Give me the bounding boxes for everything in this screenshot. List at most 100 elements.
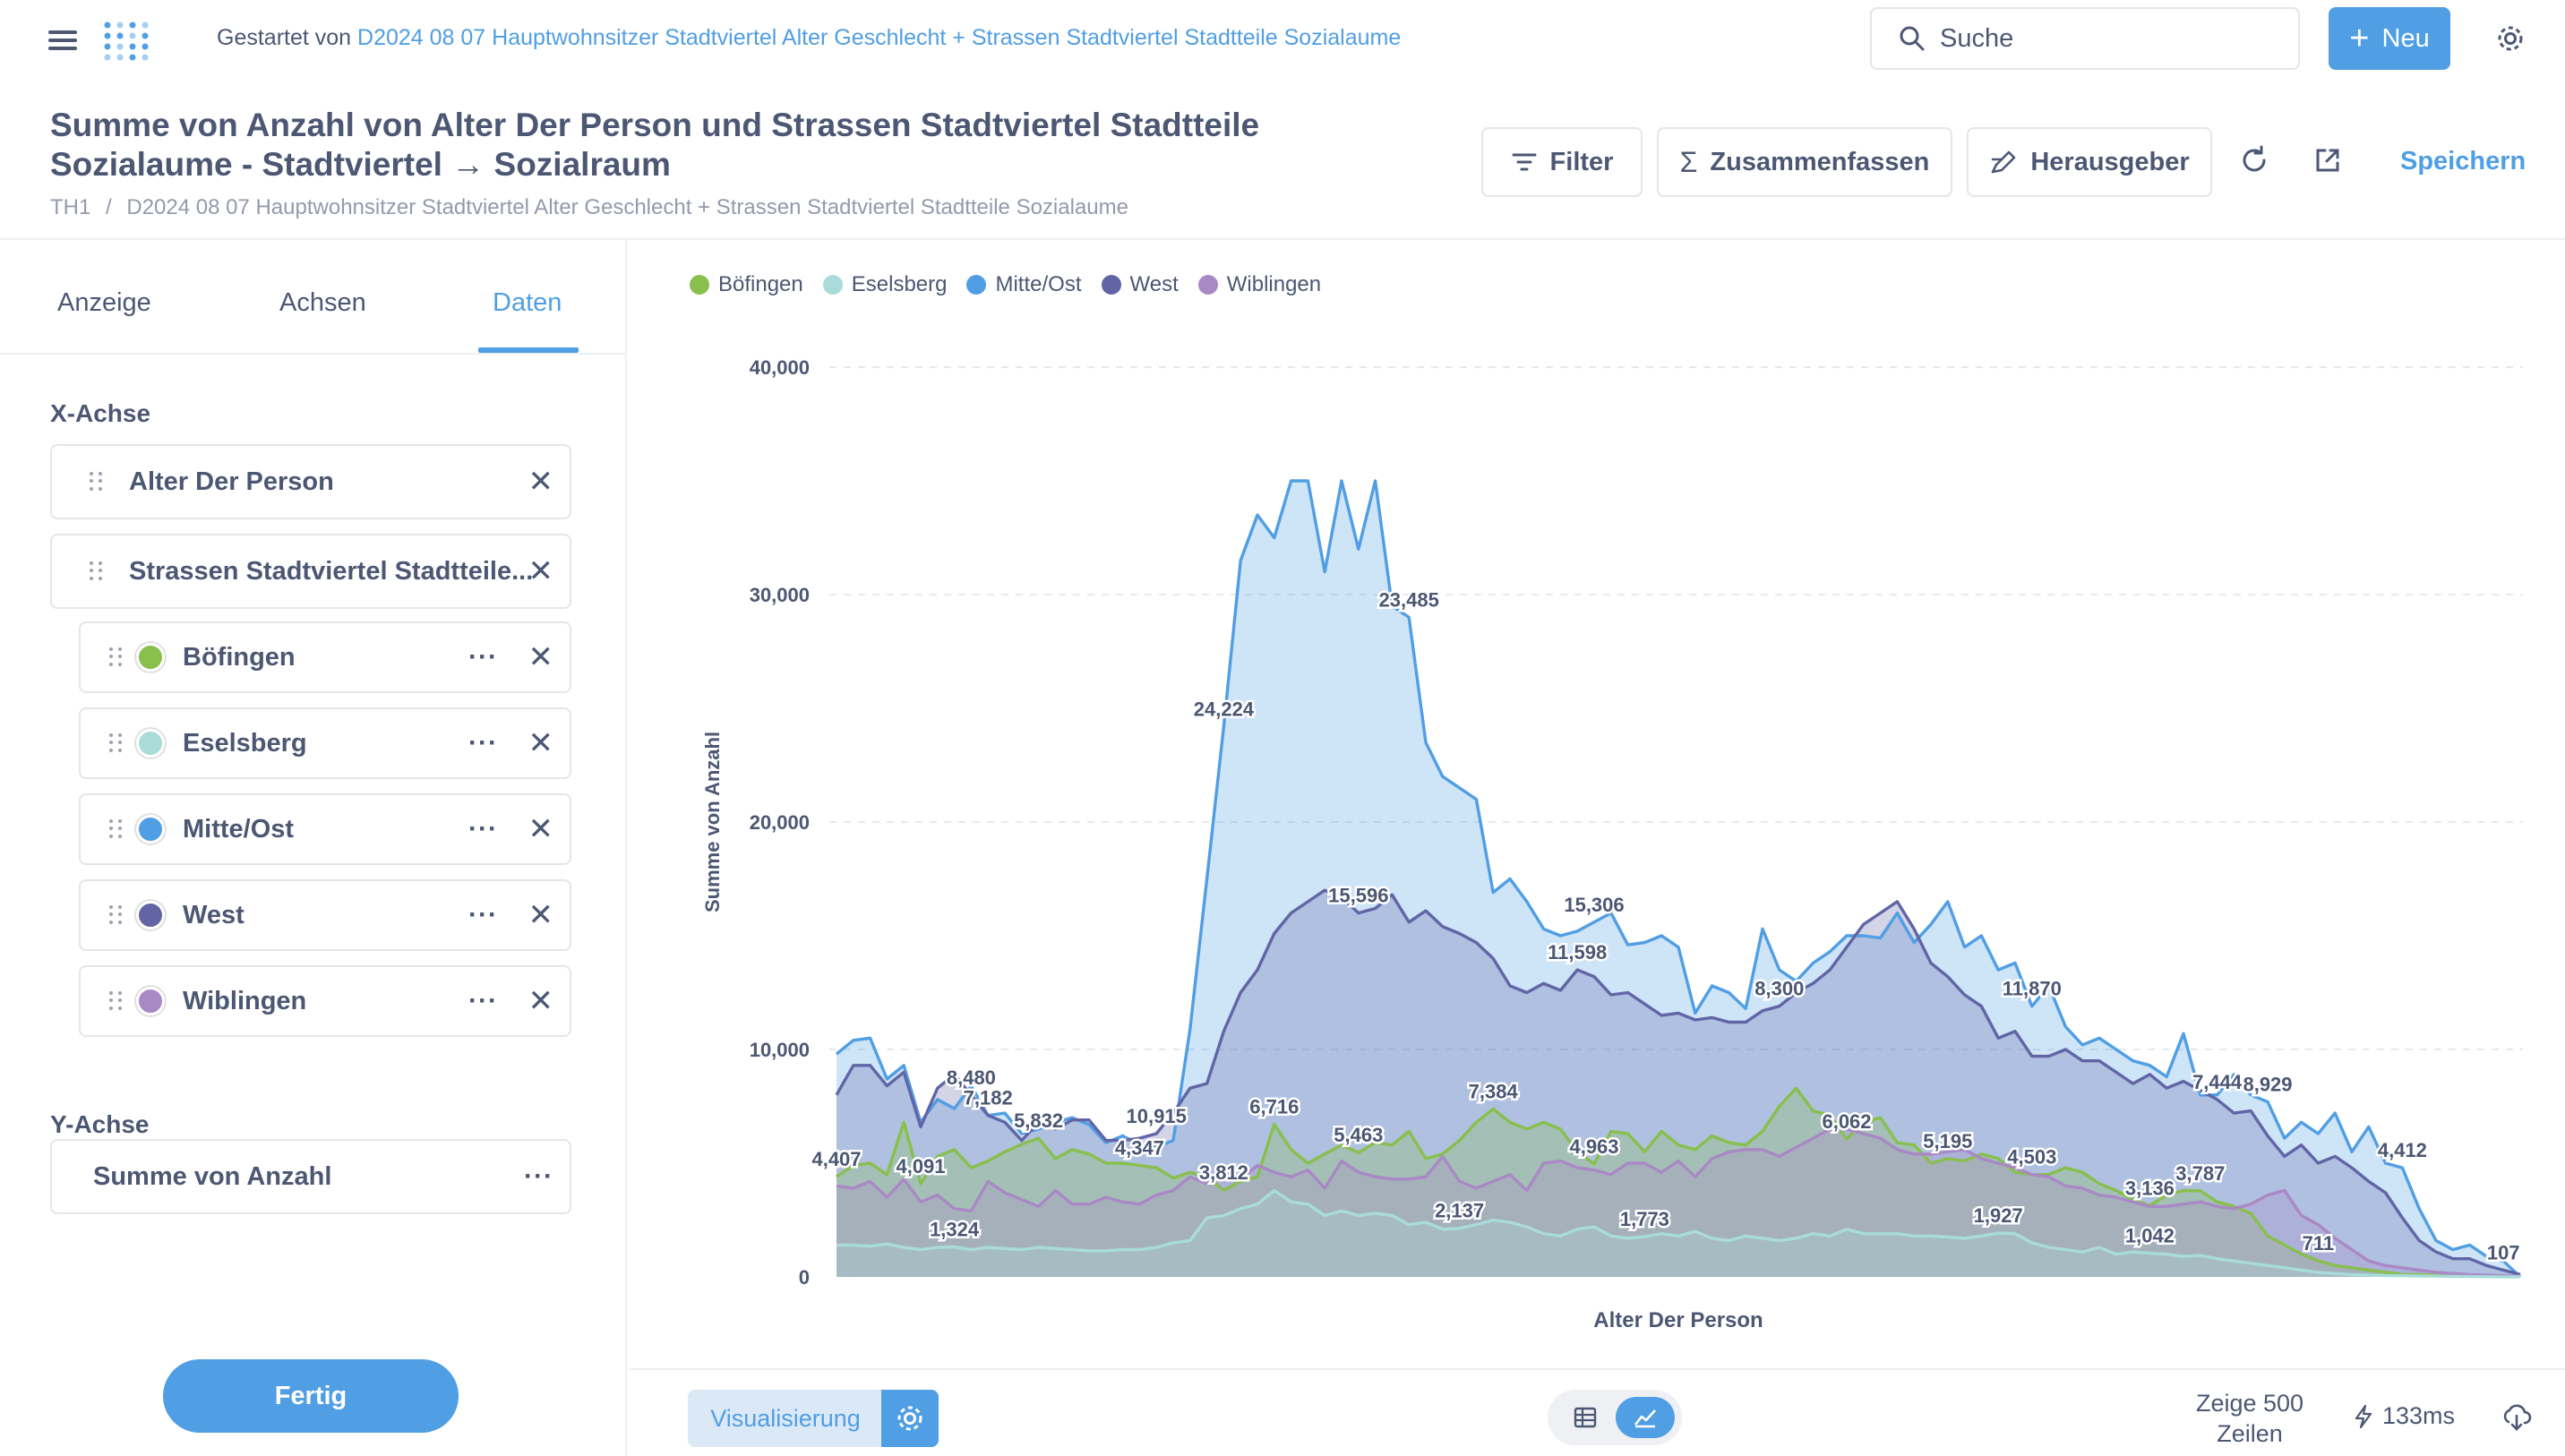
series-color-swatch[interactable] <box>136 729 165 758</box>
legend-label: Eselsberg <box>851 272 948 296</box>
series-item[interactable]: West ··· ✕ <box>79 879 571 951</box>
remove-icon[interactable]: ✕ <box>528 465 554 499</box>
data-label: 8,929 <box>2243 1073 2292 1095</box>
series-color-swatch[interactable] <box>136 987 165 1015</box>
data-label: 5,463 <box>1334 1124 1383 1146</box>
series-label: Eselsberg <box>183 728 307 758</box>
summarize-button[interactable]: Σ Zusammenfassen <box>1657 127 1952 197</box>
settings-gear-icon[interactable] <box>2495 23 2526 54</box>
series-item[interactable]: Böfingen ··· ✕ <box>79 621 571 693</box>
drag-handle-icon[interactable] <box>109 647 122 667</box>
download-icon[interactable] <box>2501 1402 2533 1433</box>
y-axis-label: Y-Achse <box>50 1110 150 1138</box>
more-options-icon[interactable]: ··· <box>468 900 498 929</box>
legend-label: West <box>1129 272 1179 296</box>
remove-icon[interactable]: ✕ <box>528 898 554 932</box>
new-button[interactable]: + Neu <box>2329 7 2450 70</box>
legend-item[interactable]: Mitte/Ost <box>966 272 1082 297</box>
legend-dot <box>966 275 987 295</box>
data-label: 4,412 <box>2378 1139 2427 1161</box>
active-tab-indicator <box>478 347 579 353</box>
tab-axes[interactable]: Achsen <box>279 288 366 317</box>
series-color-swatch[interactable] <box>136 815 165 844</box>
y-tick-label: 0 <box>799 1266 810 1289</box>
x-field-age-label: Alter Der Person <box>129 467 334 496</box>
drag-handle-icon[interactable] <box>109 819 122 839</box>
tab-data[interactable]: Daten <box>493 288 562 317</box>
data-label: 15,596 <box>1328 885 1388 907</box>
y-tick-label: 10,000 <box>750 1039 810 1061</box>
y-field-sum[interactable]: Summe von Anzahl ··· <box>50 1139 571 1214</box>
lightning-icon <box>2355 1404 2372 1428</box>
series-item[interactable]: Wiblingen ··· ✕ <box>79 965 571 1037</box>
query-timing: 133ms <box>2354 1402 2455 1430</box>
series-color-swatch[interactable] <box>136 643 165 672</box>
drag-handle-icon[interactable] <box>109 733 122 753</box>
search-input[interactable]: Suche <box>1870 7 2300 70</box>
view-toggle <box>1548 1390 1682 1445</box>
table-view-button[interactable] <box>1557 1397 1614 1438</box>
series-line <box>836 1127 2521 1278</box>
data-label: 3,136 <box>2125 1177 2175 1199</box>
more-options-icon[interactable]: ··· <box>524 1161 553 1191</box>
share-icon[interactable] <box>2312 145 2343 176</box>
legend-label: Wiblingen <box>1226 272 1322 296</box>
data-label: 4,963 <box>1569 1135 1618 1158</box>
started-source-link[interactable]: D2024 08 07 Hauptwohnsitzer Stadtviertel… <box>357 25 1402 50</box>
series-item[interactable]: Eselsberg ··· ✕ <box>79 707 571 779</box>
data-label: 7,384 <box>1469 1080 1519 1102</box>
filter-button[interactable]: Filter <box>1481 127 1643 197</box>
new-button-label: Neu <box>2381 23 2430 53</box>
series-label: West <box>183 900 244 929</box>
series-area <box>836 481 2520 1277</box>
series-label: Mitte/Ost <box>183 814 295 844</box>
x-field-age[interactable]: Alter Der Person ✕ <box>50 444 571 519</box>
series-area <box>836 1088 2520 1277</box>
remove-icon[interactable]: ✕ <box>528 726 554 760</box>
tab-display[interactable]: Anzeige <box>57 288 151 317</box>
drag-handle-icon[interactable] <box>90 561 102 581</box>
viz-settings-button[interactable] <box>881 1390 939 1447</box>
drag-handle-icon[interactable] <box>109 905 122 925</box>
breadcrumb-item[interactable]: D2024 08 07 Hauptwohnsitzer Stadtviertel… <box>126 195 1128 219</box>
breadcrumb-root[interactable]: TH1 <box>50 195 91 219</box>
visualization-button[interactable]: Visualisierung <box>688 1390 883 1447</box>
more-options-icon[interactable]: ··· <box>468 814 498 844</box>
remove-icon[interactable]: ✕ <box>528 812 554 846</box>
legend-item[interactable]: West <box>1101 272 1179 297</box>
data-label: 4,503 <box>2007 1146 2056 1169</box>
data-label: 15,306 <box>1564 894 1624 916</box>
plus-icon: + <box>2349 20 2370 57</box>
remove-icon[interactable]: ✕ <box>528 554 554 588</box>
drag-handle-icon[interactable] <box>109 991 122 1011</box>
data-label: 6,062 <box>1822 1110 1871 1133</box>
drag-handle-icon[interactable] <box>90 472 102 492</box>
legend-item[interactable]: Eselsberg <box>822 272 948 297</box>
data-label: 24,224 <box>1194 698 1255 720</box>
refresh-icon[interactable] <box>2239 145 2269 176</box>
data-label: 1,773 <box>1620 1208 1669 1230</box>
started-prefix: Gestartet von <box>217 25 352 50</box>
menu-icon[interactable] <box>48 27 77 54</box>
legend-dot <box>690 275 709 295</box>
remove-icon[interactable]: ✕ <box>528 640 554 674</box>
more-options-icon[interactable]: ··· <box>468 728 498 758</box>
logo-icon[interactable] <box>102 14 152 64</box>
more-options-icon[interactable]: ··· <box>468 986 498 1015</box>
chart-area: Böfingen Eselsberg Mitte/Ost West Wiblingen … <box>629 240 2565 1368</box>
started-from-text: Gestartet von D2024 08 07 Hauptwohnsitze… <box>217 25 1401 51</box>
chart-view-button[interactable] <box>1616 1397 1675 1438</box>
save-button[interactable]: Speichern <box>2400 147 2526 176</box>
legend-item[interactable]: Wiblingen <box>1197 272 1322 297</box>
series-color-swatch[interactable] <box>136 901 165 929</box>
done-button[interactable]: Fertig <box>163 1359 459 1433</box>
x-field-streets[interactable]: Strassen Stadtviertel Stadtteile... ✕ <box>50 534 571 609</box>
remove-icon[interactable]: ✕ <box>528 984 554 1018</box>
series-item[interactable]: Mitte/Ost ··· ✕ <box>79 793 571 865</box>
sigma-icon: Σ <box>1679 145 1698 178</box>
legend-item[interactable]: Böfingen <box>690 272 803 297</box>
editor-button[interactable]: Herausgeber <box>1967 127 2212 197</box>
series-label: Wiblingen <box>183 986 307 1015</box>
more-options-icon[interactable]: ··· <box>468 642 498 672</box>
